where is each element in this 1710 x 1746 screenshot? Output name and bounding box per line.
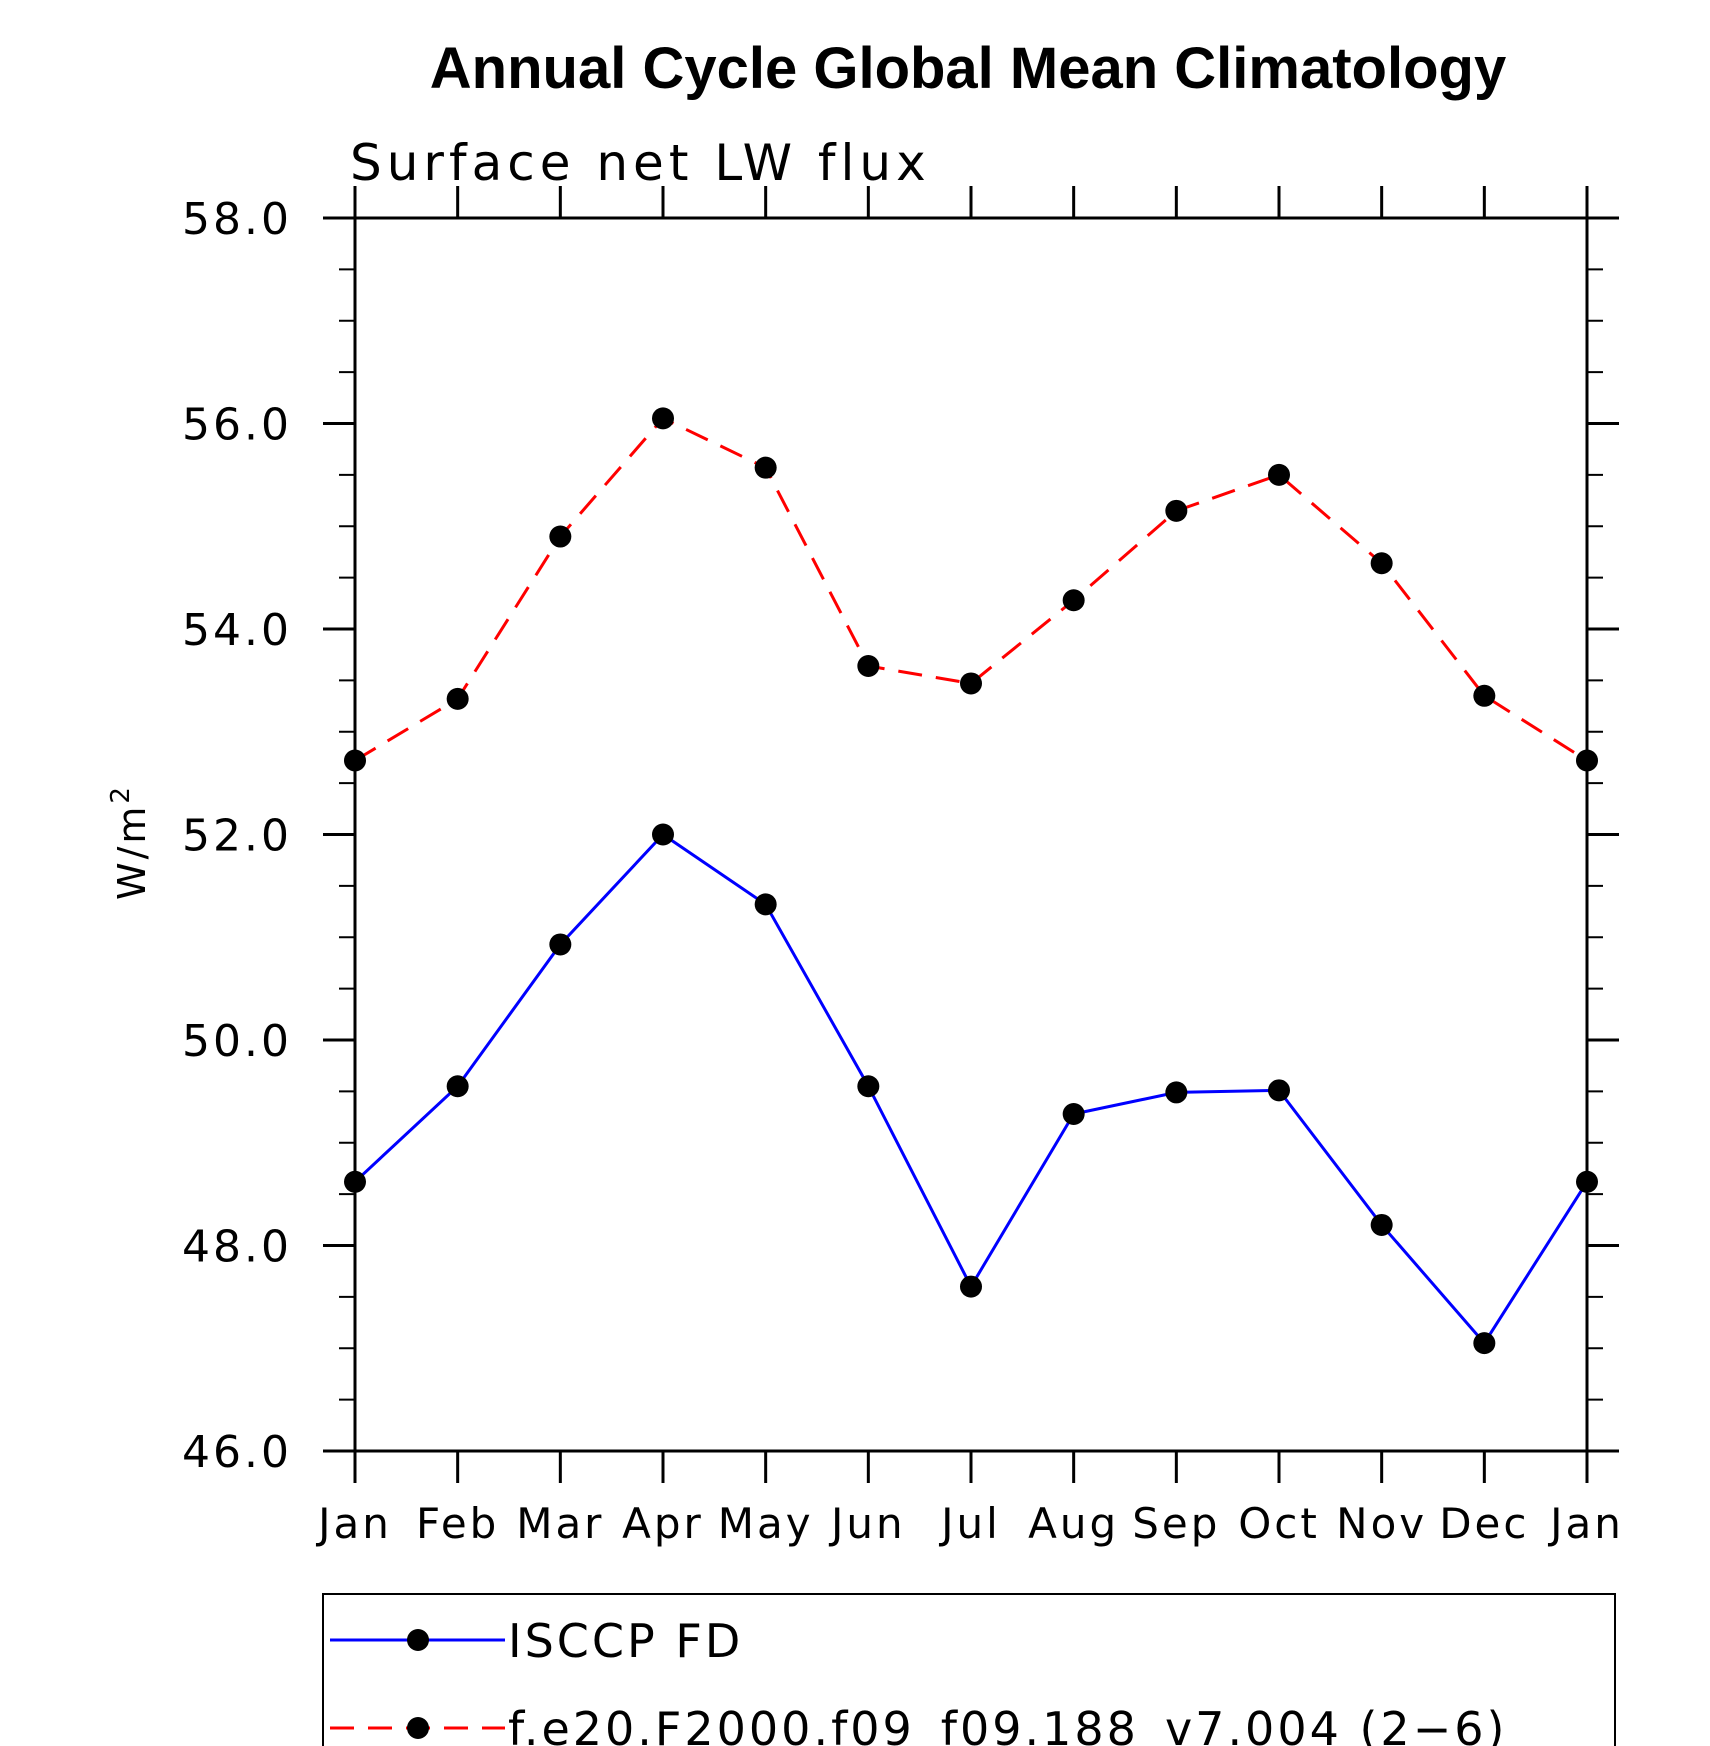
data-point [1268, 463, 1290, 486]
data-point [1473, 1332, 1496, 1355]
x-tick-label: Sep [1132, 1499, 1220, 1548]
y-axis-label: W/m2 [106, 784, 154, 900]
legend: ISCCP FD f.e20.F2000.f09_f09.188_v7.004 (… [322, 1593, 1616, 1746]
data-point [1576, 749, 1598, 772]
y-tick-label: 58.0 [182, 194, 292, 245]
legend-marker [407, 1717, 429, 1739]
data-point [960, 672, 982, 695]
chart-subtitle: Surface net LW flux [350, 134, 931, 192]
y-tick-label: 48.0 [182, 1222, 292, 1273]
y-tick-label: 54.0 [182, 605, 292, 656]
x-tick-label: Jul [938, 1499, 1001, 1548]
x-tick-label: Jan [315, 1499, 392, 1548]
x-tick-label: Feb [416, 1499, 499, 1548]
x-tick-label: Jun [828, 1499, 906, 1548]
data-point [1062, 589, 1085, 612]
data-point [1370, 1213, 1393, 1236]
data-point [549, 933, 572, 956]
legend-box [322, 1593, 1616, 1746]
data-point [1165, 499, 1188, 522]
legend-entries: ISCCP FD f.e20.F2000.f09_f09.188_v7.004 (… [330, 1614, 1507, 1746]
data-point [960, 1275, 982, 1298]
data-point [857, 1075, 880, 1098]
data-series [344, 407, 1598, 1355]
x-tick-label: Nov [1336, 1499, 1427, 1548]
x-tick-label: Apr [622, 1499, 704, 1548]
data-point [1473, 684, 1496, 707]
series-line [353, 832, 1589, 1346]
series-line [354, 416, 1588, 762]
x-tick-label: Oct [1238, 1499, 1320, 1548]
data-point [652, 407, 674, 430]
x-tick-label: May [718, 1499, 814, 1548]
legend-label: ISCCP FD [508, 1614, 743, 1668]
data-point [344, 749, 366, 772]
data-point [549, 525, 572, 548]
data-point [754, 893, 777, 916]
data-point [857, 654, 880, 677]
x-tick-label: Mar [516, 1499, 604, 1548]
data-point [652, 823, 674, 846]
data-point [1062, 1102, 1085, 1125]
y-tick-label: 56.0 [182, 400, 292, 451]
y-axis-label-text: W/m [110, 804, 154, 900]
y-tick-label: 46.0 [182, 1427, 292, 1478]
y-axis-label-superscript: 2 [106, 784, 136, 804]
x-tick-label: Dec [1439, 1499, 1529, 1548]
data-point [754, 456, 777, 479]
data-point [446, 687, 469, 710]
y-tick-label: 50.0 [182, 1016, 292, 1067]
legend-label: f.e20.F2000.f09_f09.188_v7.004 (2−6) [508, 1702, 1507, 1746]
chart-title: Annual Cycle Global Mean Climatology [430, 36, 1506, 101]
x-tick-label: Aug [1028, 1499, 1119, 1548]
data-point [1268, 1079, 1290, 1102]
plot-frame [353, 216, 1589, 1453]
data-point [1576, 1170, 1598, 1193]
data-point [446, 1075, 469, 1098]
x-tick-label: Jan [1547, 1499, 1624, 1548]
legend-marker [407, 1629, 429, 1651]
axis-tick-labels: Jan Feb Mar Apr May Jun Jul Aug Sep Oct Nov Dec Jan 4… [182, 194, 1624, 1548]
axis-ticks [323, 186, 1619, 1483]
data-point [1165, 1081, 1188, 1104]
y-tick-label: 52.0 [182, 811, 292, 862]
data-point [1370, 552, 1393, 575]
data-point [344, 1170, 366, 1193]
